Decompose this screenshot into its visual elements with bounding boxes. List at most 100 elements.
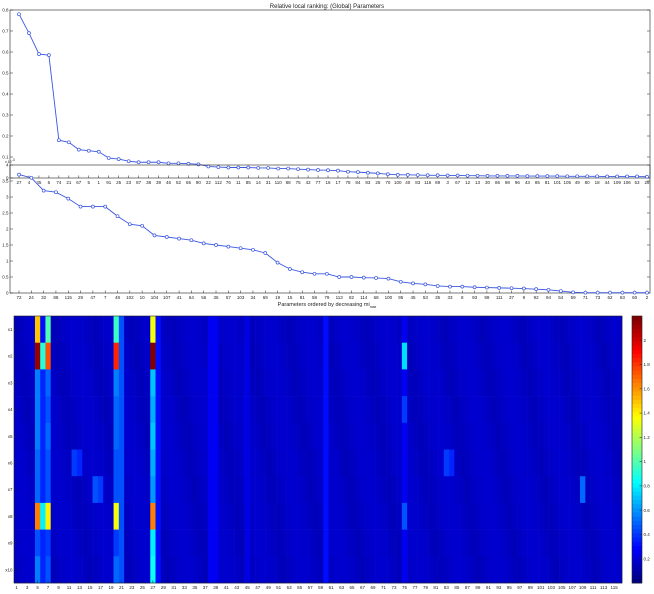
heatmap-cell xyxy=(595,342,602,370)
heatmap-cell xyxy=(260,502,266,530)
heatmap-cell xyxy=(213,502,219,530)
heatmap-cell xyxy=(87,502,93,530)
heatmap-cell xyxy=(422,422,429,450)
heatmap-cell xyxy=(108,342,114,370)
heatmap-cell xyxy=(616,316,623,343)
heatmap-cell xyxy=(213,342,219,370)
x-tick-label: 53 xyxy=(287,585,293,590)
heatmap-cell xyxy=(490,369,497,397)
heatmap-cell xyxy=(87,449,93,477)
heatmap-cell xyxy=(297,502,303,530)
heatmap-cell xyxy=(517,422,523,450)
heatmap-cell xyxy=(50,556,57,584)
heatmap-cell xyxy=(538,449,544,477)
x-tick-label: 34 xyxy=(250,295,256,300)
heatmap-cell xyxy=(517,369,523,397)
heatmap-cell xyxy=(517,449,523,477)
heatmap-cell xyxy=(328,449,335,477)
heatmap-cell xyxy=(407,396,413,424)
heatmap-cell xyxy=(380,529,387,557)
y-tick-label: 0.8 xyxy=(2,8,9,13)
heatmap-cell xyxy=(412,342,418,370)
heatmap-cell xyxy=(50,529,57,557)
heatmap-cell xyxy=(40,502,46,530)
heatmap-cell xyxy=(307,396,314,424)
heatmap-cell xyxy=(45,476,51,504)
heatmap-cell xyxy=(150,422,156,450)
heatmap-cell xyxy=(218,316,224,343)
heatmap-cell xyxy=(391,316,397,343)
x-tick-label: 56 xyxy=(201,295,207,300)
data-point xyxy=(29,175,34,180)
heatmap-cell xyxy=(218,342,224,370)
heatmap-cell xyxy=(213,556,219,584)
heatmap-cell xyxy=(97,476,104,504)
heatmap-cell xyxy=(139,556,146,584)
x-tick-label: 80 xyxy=(585,180,591,185)
y-tick-label: x4 xyxy=(8,407,13,412)
heatmap-cell xyxy=(181,316,188,343)
heatmap-cell xyxy=(186,556,193,584)
heatmap-cell xyxy=(239,556,245,584)
heatmap-cell xyxy=(412,529,418,557)
heatmap-cell xyxy=(118,502,125,530)
heatmap-cell xyxy=(297,422,303,450)
heatmap-cell xyxy=(580,422,586,450)
heatmap-cell xyxy=(506,502,513,530)
heatmap-cell xyxy=(40,449,46,477)
colorbar-swatch xyxy=(632,445,642,450)
data-point xyxy=(336,168,340,173)
heatmap-cell xyxy=(192,502,198,530)
heatmap-cell xyxy=(380,476,387,504)
x-tick-label: 41 xyxy=(224,585,230,590)
data-point xyxy=(346,169,350,174)
heatmap-cell xyxy=(532,502,539,530)
heatmap-cell xyxy=(380,342,387,370)
heatmap-cell xyxy=(270,502,277,530)
data-point xyxy=(136,160,141,165)
heatmap-cell xyxy=(323,476,329,504)
heatmap-cell xyxy=(490,556,497,584)
data-point xyxy=(435,284,440,288)
colorbar-swatch xyxy=(632,411,642,417)
heatmap-cell xyxy=(286,396,293,424)
data-point xyxy=(565,174,570,179)
heatmap-cell xyxy=(302,422,308,450)
heatmap-cell xyxy=(574,422,581,450)
heatmap-cell xyxy=(150,529,156,557)
heatmap-cell xyxy=(34,502,41,530)
heatmap-cell xyxy=(480,342,487,370)
heatmap-cell xyxy=(590,476,597,504)
x-tick-label: 17 xyxy=(98,585,104,590)
colorbar-swatch xyxy=(632,549,642,555)
data-point xyxy=(395,173,400,177)
x-tick-label: 9 xyxy=(523,295,526,300)
heatmap-cell xyxy=(45,449,51,477)
heatmap-cell xyxy=(150,449,156,477)
heatmap-cell xyxy=(318,316,324,343)
x-tick-label: 25 xyxy=(140,585,146,590)
heatmap-cell xyxy=(155,342,162,370)
heatmap-cell xyxy=(29,422,36,450)
heatmap-cell xyxy=(443,369,450,397)
heatmap-cell xyxy=(386,396,392,424)
heatmap-cell xyxy=(176,502,183,530)
heatmap-cell xyxy=(349,556,355,584)
colorbar-swatch xyxy=(632,553,642,559)
x-axis-1: 27 4 35 6 74 21 67 5 1 91 25 23 87 38 39 46 52 65 90 22 112 7… xyxy=(16,175,650,185)
heatmap-cell xyxy=(124,422,130,450)
heatmap-cell xyxy=(585,449,591,477)
heatmap-cell xyxy=(213,316,219,343)
heatmap-cell xyxy=(475,342,481,370)
heatmap-cell xyxy=(24,529,31,557)
heatmap-cell xyxy=(344,422,350,450)
heatmap-cell xyxy=(160,502,167,530)
heatmap-cell xyxy=(443,396,450,424)
x-tick-label: 11 xyxy=(236,180,241,185)
heatmap-cell xyxy=(553,449,560,477)
heatmap-cell xyxy=(595,316,602,343)
heatmap-cell xyxy=(574,529,581,557)
